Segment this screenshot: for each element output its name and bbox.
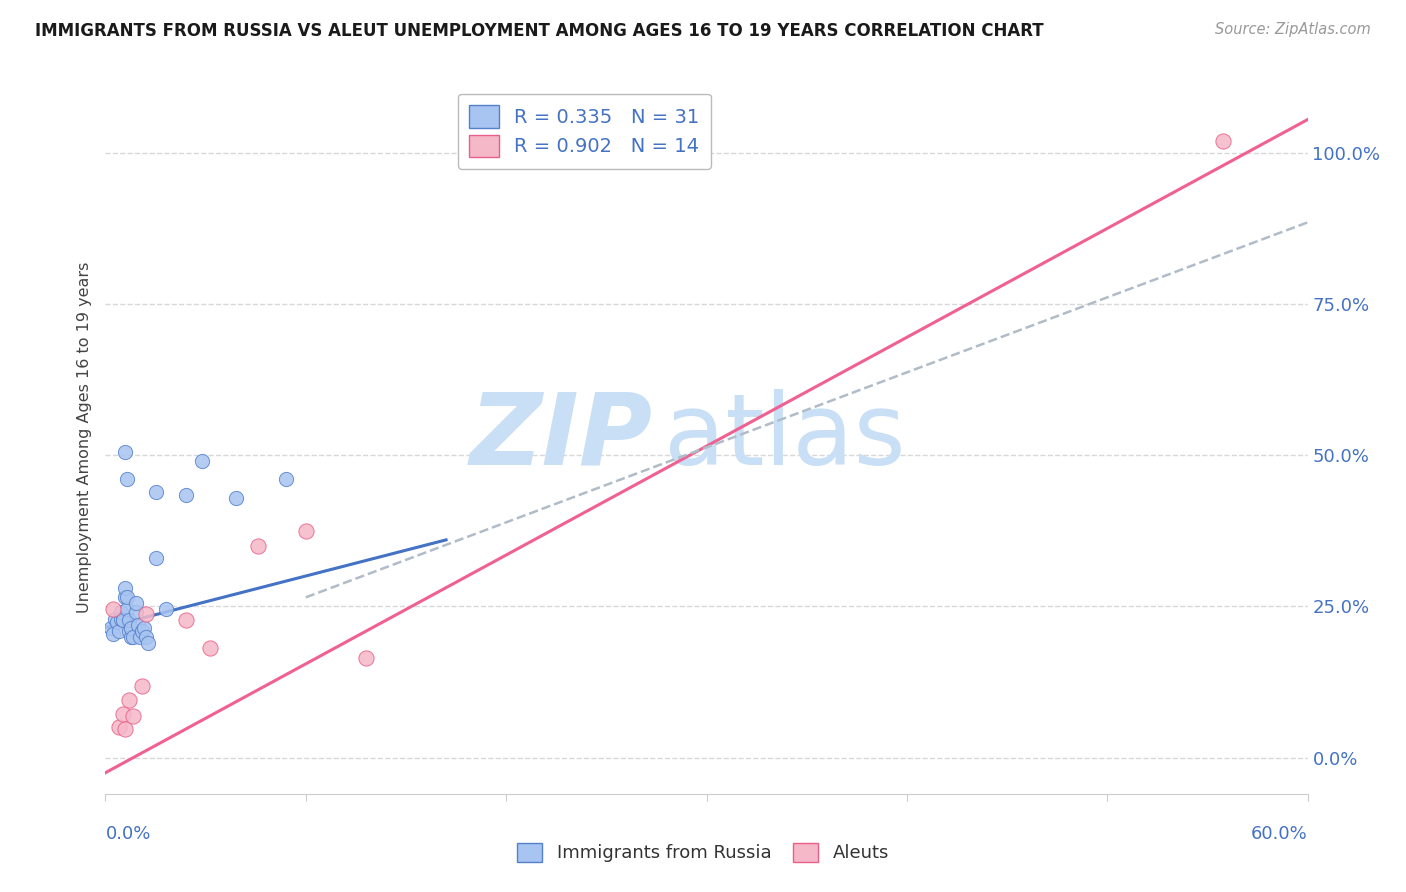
Point: [114, 581, 136, 595]
Point: [295, 524, 318, 538]
Point: [128, 630, 150, 644]
Point: [117, 472, 139, 486]
Point: [121, 621, 143, 635]
Legend: Immigrants from Russia, Aleuts: Immigrants from Russia, Aleuts: [510, 836, 896, 870]
Text: 60.0%: 60.0%: [1251, 825, 1308, 843]
Point: [108, 624, 131, 638]
Point: [198, 640, 221, 655]
Point: [354, 650, 377, 665]
Text: ZIP: ZIP: [470, 389, 652, 485]
Point: [114, 722, 136, 736]
Point: [246, 539, 269, 553]
Point: [174, 613, 197, 627]
Point: [131, 624, 153, 638]
Text: Source: ZipAtlas.com: Source: ZipAtlas.com: [1215, 22, 1371, 37]
Point: [121, 630, 143, 644]
Point: [145, 484, 167, 499]
Point: [100, 621, 122, 635]
Point: [124, 606, 146, 620]
Y-axis label: Unemployment Among Ages 16 to 19 years: Unemployment Among Ages 16 to 19 years: [76, 261, 91, 613]
Point: [107, 615, 129, 629]
Point: [114, 445, 136, 459]
Text: 0.0%: 0.0%: [105, 825, 150, 843]
Point: [104, 611, 127, 625]
Point: [190, 454, 212, 468]
Point: [110, 611, 132, 625]
Point: [117, 602, 139, 616]
Point: [112, 613, 135, 627]
Point: [114, 591, 136, 605]
Text: IMMIGRANTS FROM RUSSIA VS ALEUT UNEMPLOYMENT AMONG AGES 16 TO 19 YEARS CORRELATI: IMMIGRANTS FROM RUSSIA VS ALEUT UNEMPLOY…: [35, 22, 1043, 40]
Legend: R = 0.335   N = 31, R = 0.902   N = 14: R = 0.335 N = 31, R = 0.902 N = 14: [458, 94, 711, 169]
Point: [136, 636, 159, 650]
Point: [1212, 134, 1234, 148]
Point: [112, 707, 135, 722]
Point: [274, 472, 297, 486]
Point: [103, 602, 125, 616]
Point: [118, 693, 141, 707]
Point: [135, 630, 157, 644]
Point: [155, 602, 177, 616]
Point: [108, 720, 131, 734]
Point: [127, 617, 149, 632]
Text: atlas: atlas: [665, 389, 905, 485]
Point: [110, 606, 132, 620]
Point: [135, 607, 157, 621]
Point: [118, 613, 141, 627]
Point: [145, 551, 167, 566]
Point: [174, 487, 197, 501]
Point: [131, 679, 153, 693]
Point: [122, 630, 145, 644]
Point: [122, 709, 145, 723]
Point: [225, 491, 247, 505]
Point: [132, 621, 155, 635]
Point: [117, 591, 139, 605]
Point: [103, 626, 125, 640]
Point: [118, 624, 141, 638]
Point: [124, 596, 146, 610]
